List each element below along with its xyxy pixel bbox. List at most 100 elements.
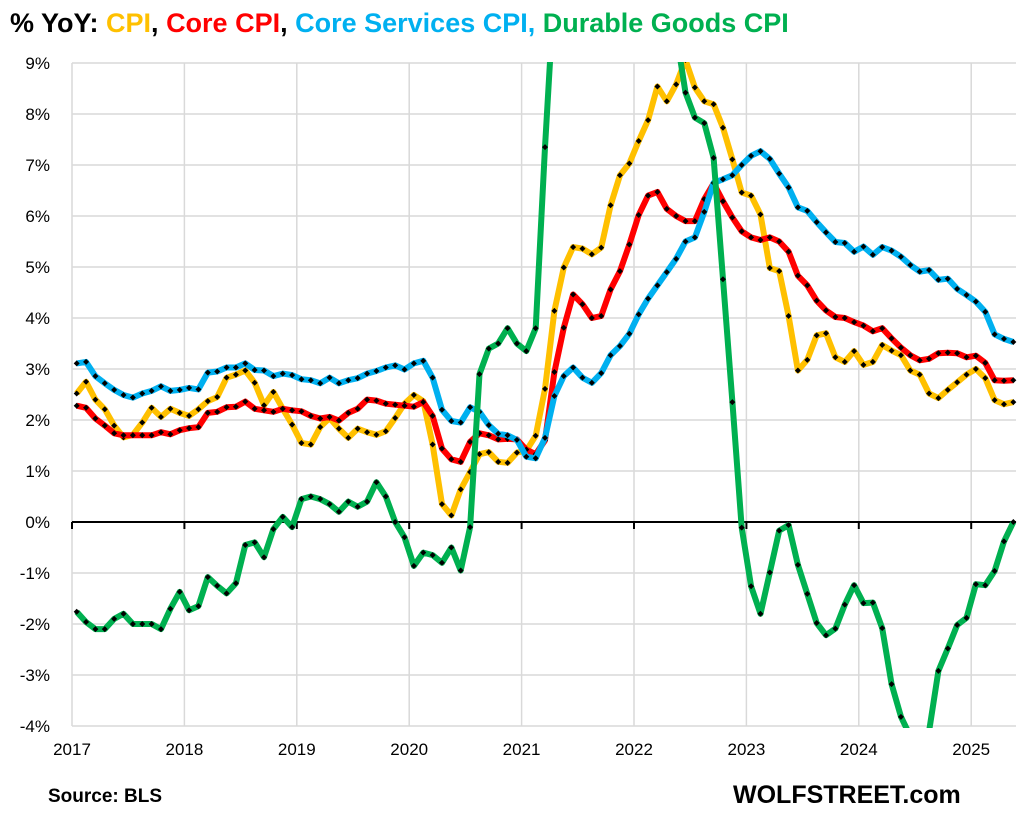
- data-point-durable-goods-cpi: [944, 645, 951, 652]
- data-point-durable-goods-cpi: [401, 534, 408, 541]
- data-point-cpi: [907, 367, 914, 374]
- y-tick-label: 1%: [25, 462, 50, 481]
- data-point-core-services-cpi: [570, 364, 577, 371]
- y-tick-label: 3%: [25, 360, 50, 379]
- data-point-core-services-cpi: [354, 375, 361, 382]
- data-point-durable-goods-cpi: [851, 582, 858, 589]
- data-point-durable-goods-cpi: [1010, 519, 1017, 525]
- data-point-core-cpi: [588, 315, 595, 321]
- data-point-cpi: [73, 390, 80, 397]
- data-point-durable-goods-cpi: [888, 681, 895, 688]
- data-point-durable-goods-cpi: [710, 154, 717, 161]
- data-point-core-cpi: [101, 422, 108, 429]
- data-point-durable-goods-cpi: [289, 524, 296, 531]
- data-point-core-services-cpi: [560, 373, 567, 380]
- data-point-core-cpi: [944, 349, 951, 356]
- data-point-cpi: [972, 366, 979, 372]
- data-point-core-services-cpi: [513, 436, 520, 443]
- data-point-core-cpi: [841, 315, 848, 321]
- data-point-core-services-cpi: [448, 418, 455, 425]
- data-point-core-services-cpi: [804, 207, 811, 214]
- data-point-cpi: [214, 394, 221, 401]
- data-point-durable-goods-cpi: [307, 493, 314, 500]
- data-point-core-cpi: [766, 234, 773, 241]
- data-point-cpi: [579, 245, 586, 252]
- title-part: Core Services CPI,: [295, 8, 543, 38]
- data-point-core-cpi: [251, 405, 258, 412]
- data-point-durable-goods-cpi: [129, 621, 136, 627]
- data-point-core-services-cpi: [860, 243, 867, 250]
- data-point-core-cpi: [1010, 377, 1017, 384]
- data-point-cpi: [83, 378, 90, 385]
- data-point-durable-goods-cpi: [766, 569, 773, 576]
- data-point-core-cpi: [897, 344, 904, 351]
- data-point-core-cpi: [129, 432, 136, 439]
- data-point-core-cpi: [429, 412, 436, 419]
- data-point-durable-goods-cpi: [317, 496, 324, 503]
- data-point-core-services-cpi: [823, 229, 830, 236]
- data-point-core-services-cpi: [551, 393, 558, 400]
- y-tick-label: 4%: [25, 309, 50, 328]
- data-point-core-cpi: [804, 282, 811, 289]
- data-point-durable-goods-cpi: [392, 519, 399, 525]
- data-point-core-cpi: [560, 324, 567, 331]
- data-point-core-cpi: [682, 218, 689, 225]
- data-point-durable-goods-cpi: [485, 345, 492, 352]
- data-point-cpi: [691, 84, 698, 91]
- data-point-cpi: [701, 98, 708, 105]
- data-point-core-services-cpi: [654, 282, 661, 289]
- data-point-core-cpi: [972, 352, 979, 359]
- data-point-durable-goods-cpi: [813, 619, 820, 626]
- data-point-core-services-cpi: [298, 376, 305, 383]
- data-point-cpi: [748, 192, 755, 199]
- data-point-durable-goods-cpi: [513, 340, 520, 347]
- data-point-core-services-cpi: [701, 208, 708, 215]
- data-point-core-cpi: [410, 403, 417, 410]
- data-point-cpi: [317, 424, 324, 431]
- data-point-core-services-cpi: [204, 369, 211, 376]
- data-point-durable-goods-cpi: [794, 561, 801, 568]
- data-point-core-cpi: [654, 189, 661, 196]
- data-point-core-services-cpi: [335, 380, 342, 387]
- data-point-core-cpi: [645, 192, 652, 199]
- data-point-core-cpi: [869, 328, 876, 335]
- data-point-cpi: [860, 361, 867, 368]
- y-tick-label: 7%: [25, 156, 50, 175]
- data-point-core-services-cpi: [214, 368, 221, 375]
- data-point-durable-goods-cpi: [232, 580, 239, 587]
- data-point-core-cpi: [317, 415, 324, 422]
- data-point-cpi: [1010, 399, 1017, 406]
- data-point-durable-goods-cpi: [860, 600, 867, 607]
- data-point-core-services-cpi: [279, 370, 286, 377]
- title-part: % YoY:: [10, 8, 107, 38]
- data-point-core-cpi: [307, 412, 314, 419]
- data-point-core-cpi: [935, 350, 942, 357]
- data-point-cpi: [851, 348, 858, 355]
- data-point-core-services-cpi: [607, 352, 614, 359]
- data-point-durable-goods-cpi: [335, 508, 342, 515]
- data-point-core-services-cpi: [364, 370, 371, 377]
- x-tick-label: 2018: [165, 740, 203, 759]
- data-point-core-cpi: [794, 272, 801, 279]
- data-point-core-services-cpi: [457, 419, 464, 426]
- data-point-durable-goods-cpi: [504, 325, 511, 332]
- data-point-core-services-cpi: [410, 360, 417, 367]
- data-point-core-cpi: [457, 458, 464, 465]
- data-point-durable-goods-cpi: [326, 501, 333, 508]
- data-point-cpi: [204, 398, 211, 405]
- series-cpi: [73, 62, 1017, 519]
- data-point-cpi: [570, 244, 577, 251]
- data-point-core-cpi: [991, 377, 998, 384]
- series-core-services-cpi: [73, 148, 1017, 462]
- data-point-core-cpi: [748, 234, 755, 241]
- data-point-cpi: [289, 421, 296, 428]
- data-point-core-cpi: [729, 214, 736, 221]
- data-point-cpi: [813, 332, 820, 339]
- data-point-core-services-cpi: [438, 406, 445, 413]
- data-point-core-services-cpi: [926, 267, 933, 274]
- data-point-core-services-cpi: [120, 392, 127, 399]
- data-point-durable-goods-cpi: [251, 539, 258, 546]
- data-point-cpi: [729, 156, 736, 163]
- data-point-cpi: [588, 251, 595, 258]
- data-point-core-services-cpi: [542, 434, 549, 441]
